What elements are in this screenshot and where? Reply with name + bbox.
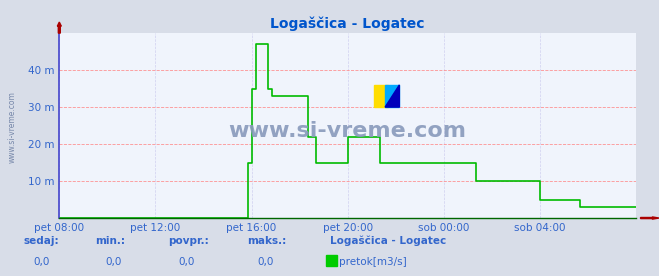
- Text: 0,0: 0,0: [178, 257, 194, 267]
- Text: www.si-vreme.com: www.si-vreme.com: [229, 121, 467, 141]
- Polygon shape: [385, 85, 399, 107]
- Text: Logaščica - Logatec: Logaščica - Logatec: [330, 236, 445, 246]
- Text: 0,0: 0,0: [33, 257, 49, 267]
- Text: 0,0: 0,0: [105, 257, 122, 267]
- Text: povpr.:: povpr.:: [168, 236, 209, 246]
- Text: 0,0: 0,0: [257, 257, 273, 267]
- Bar: [374, 85, 388, 107]
- Text: www.si-vreme.com: www.si-vreme.com: [8, 91, 17, 163]
- Text: pretok[m3/s]: pretok[m3/s]: [339, 257, 407, 267]
- Text: sedaj:: sedaj:: [23, 236, 59, 246]
- Bar: [385, 85, 399, 107]
- Text: min.:: min.:: [96, 236, 126, 246]
- Title: Logaščica - Logatec: Logaščica - Logatec: [270, 16, 425, 31]
- Text: maks.:: maks.:: [247, 236, 287, 246]
